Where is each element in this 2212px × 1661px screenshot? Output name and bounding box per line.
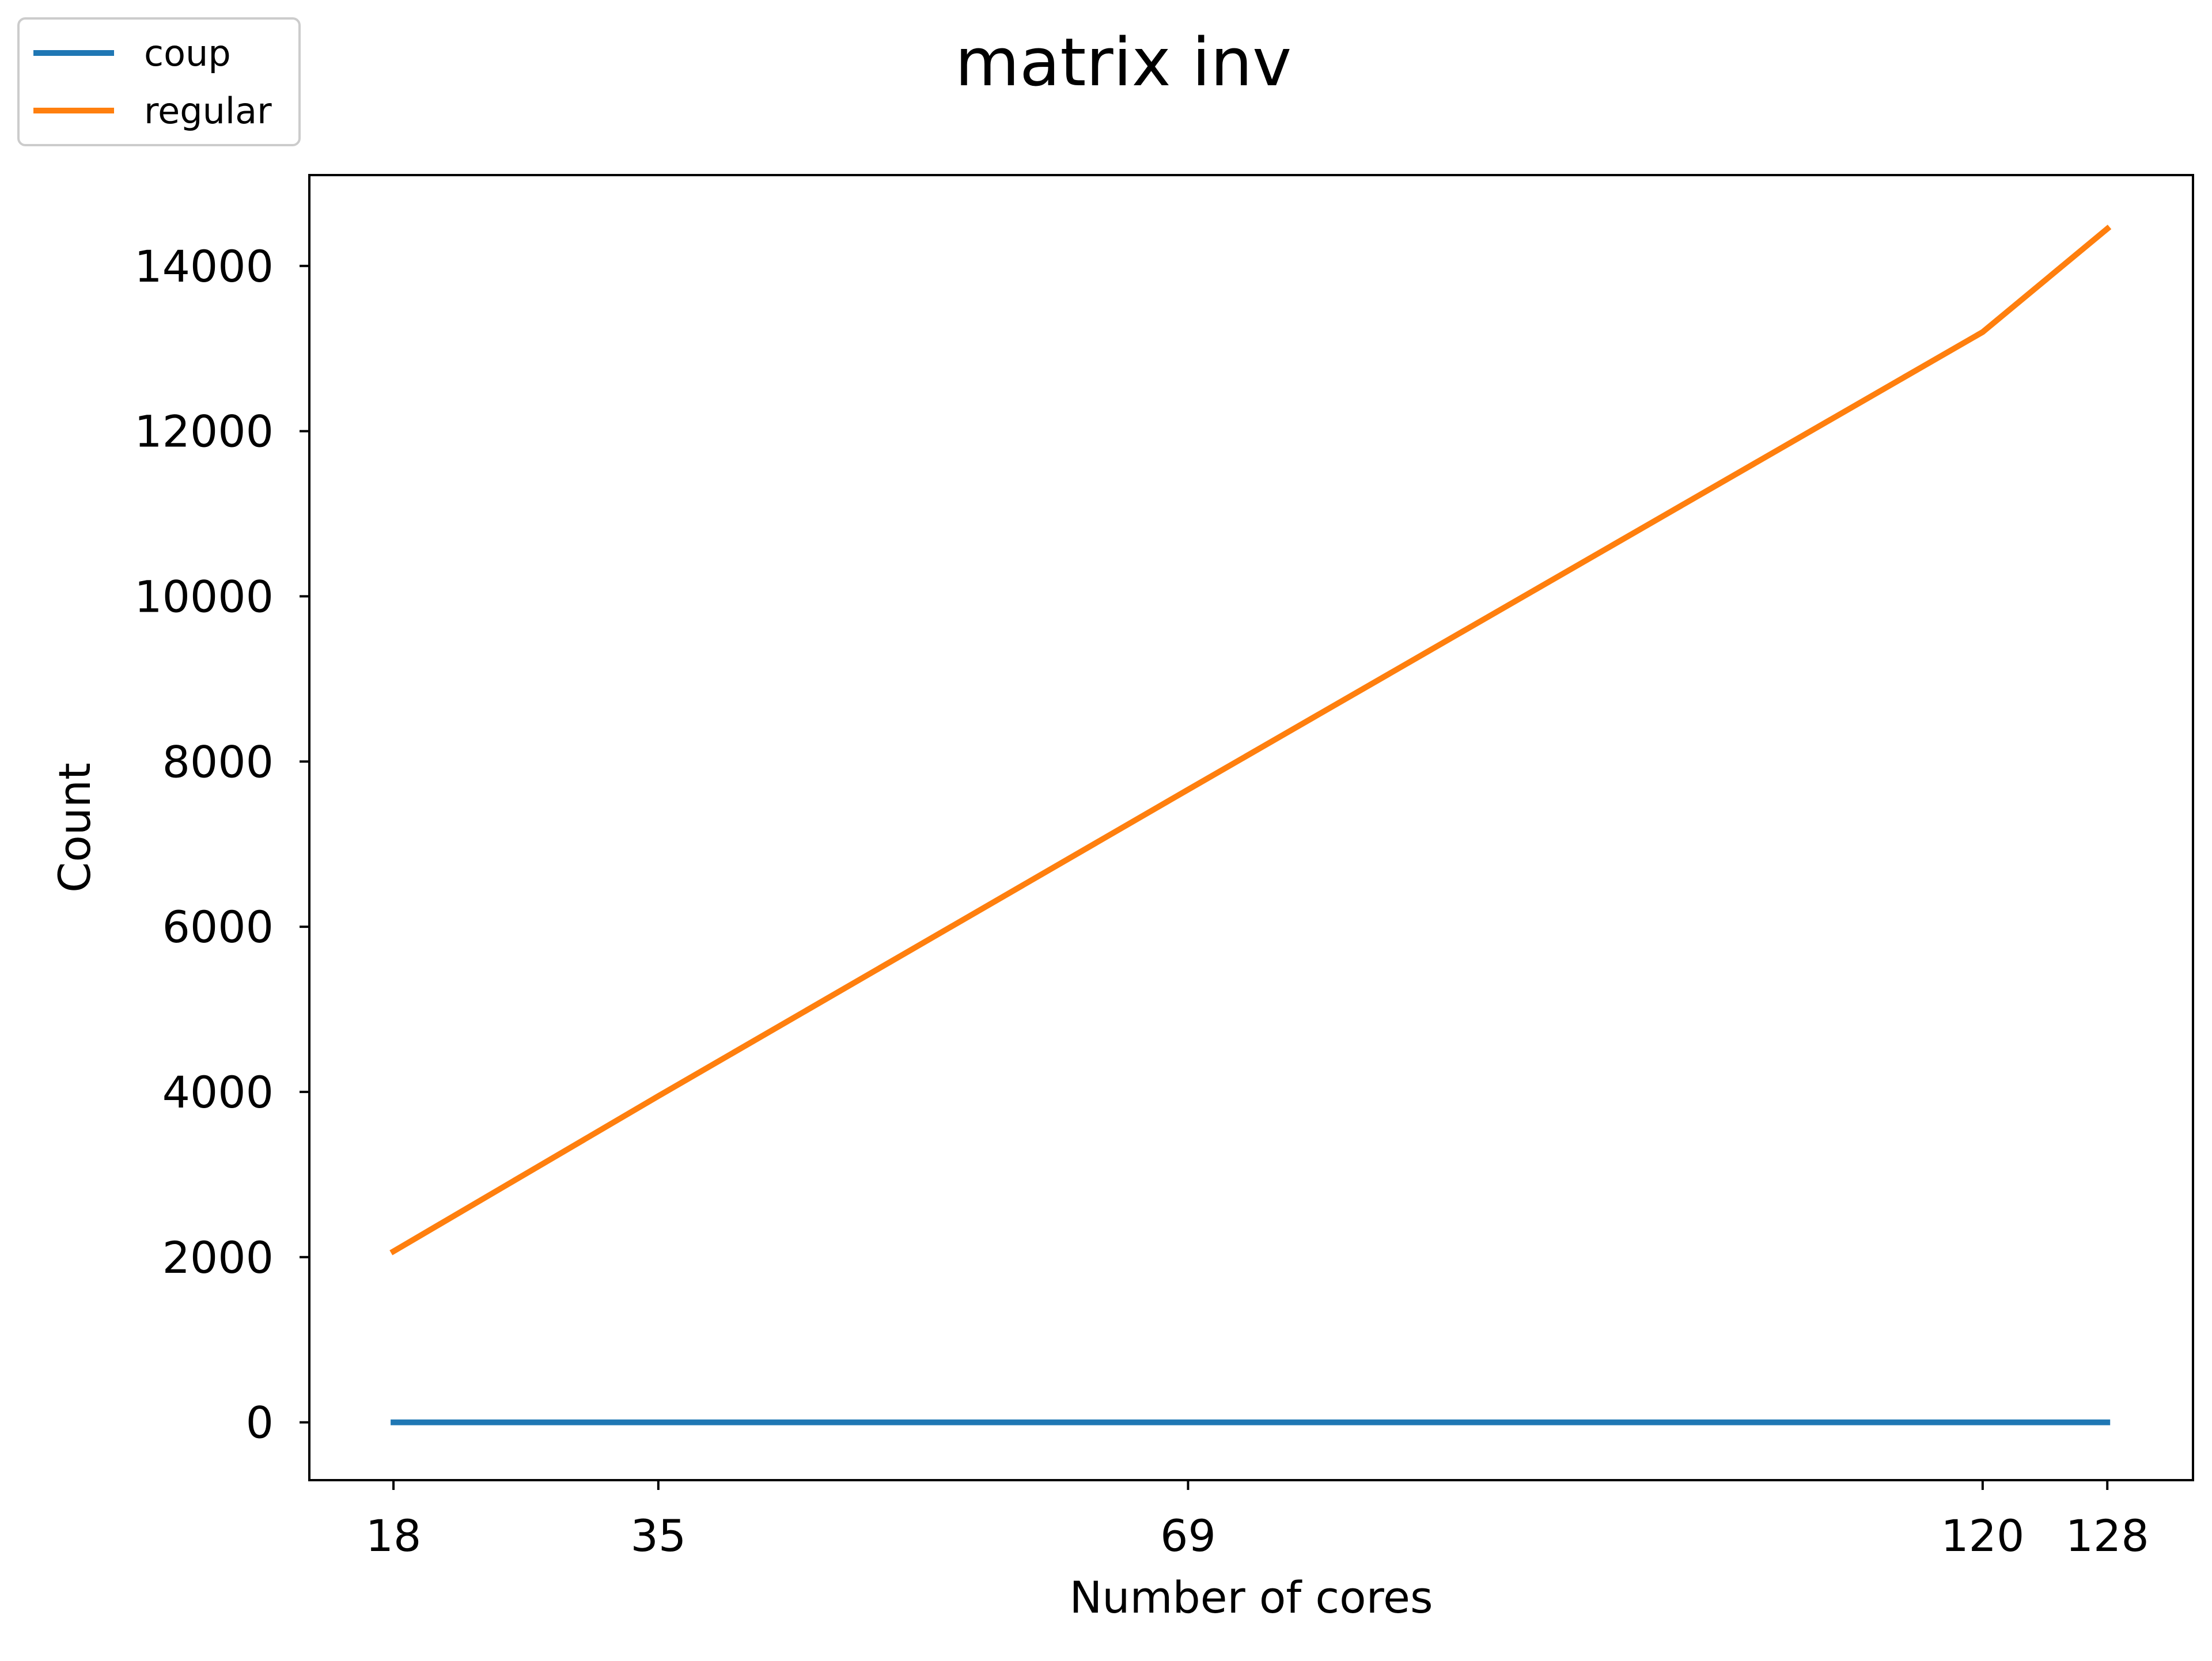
- chart-title: matrix inv: [955, 24, 1291, 101]
- x-tick-label-35: 35: [630, 1510, 686, 1561]
- y-tick-label-0: 0: [246, 1397, 274, 1448]
- x-tick-label-128: 128: [2066, 1510, 2149, 1561]
- x-tick-label-120: 120: [1941, 1510, 2024, 1561]
- y-tick-label-14000: 14000: [134, 241, 274, 292]
- legend-label-coup: coup: [144, 32, 231, 74]
- y-tick-label-4000: 4000: [162, 1067, 274, 1118]
- y-tick-label-10000: 10000: [134, 571, 274, 622]
- legend-label-regular: regular: [144, 90, 272, 132]
- y-tick-label-2000: 2000: [162, 1232, 274, 1283]
- y-axis-label: Count: [49, 763, 100, 893]
- x-tick-label-18: 18: [366, 1510, 422, 1561]
- x-tick-label-69: 69: [1160, 1510, 1216, 1561]
- y-tick-label-8000: 8000: [162, 736, 274, 787]
- y-tick-label-12000: 12000: [134, 406, 274, 457]
- legend: coup regular: [18, 18, 300, 145]
- x-axis-label: Number of cores: [1069, 1572, 1433, 1623]
- y-tick-label-6000: 6000: [162, 901, 274, 953]
